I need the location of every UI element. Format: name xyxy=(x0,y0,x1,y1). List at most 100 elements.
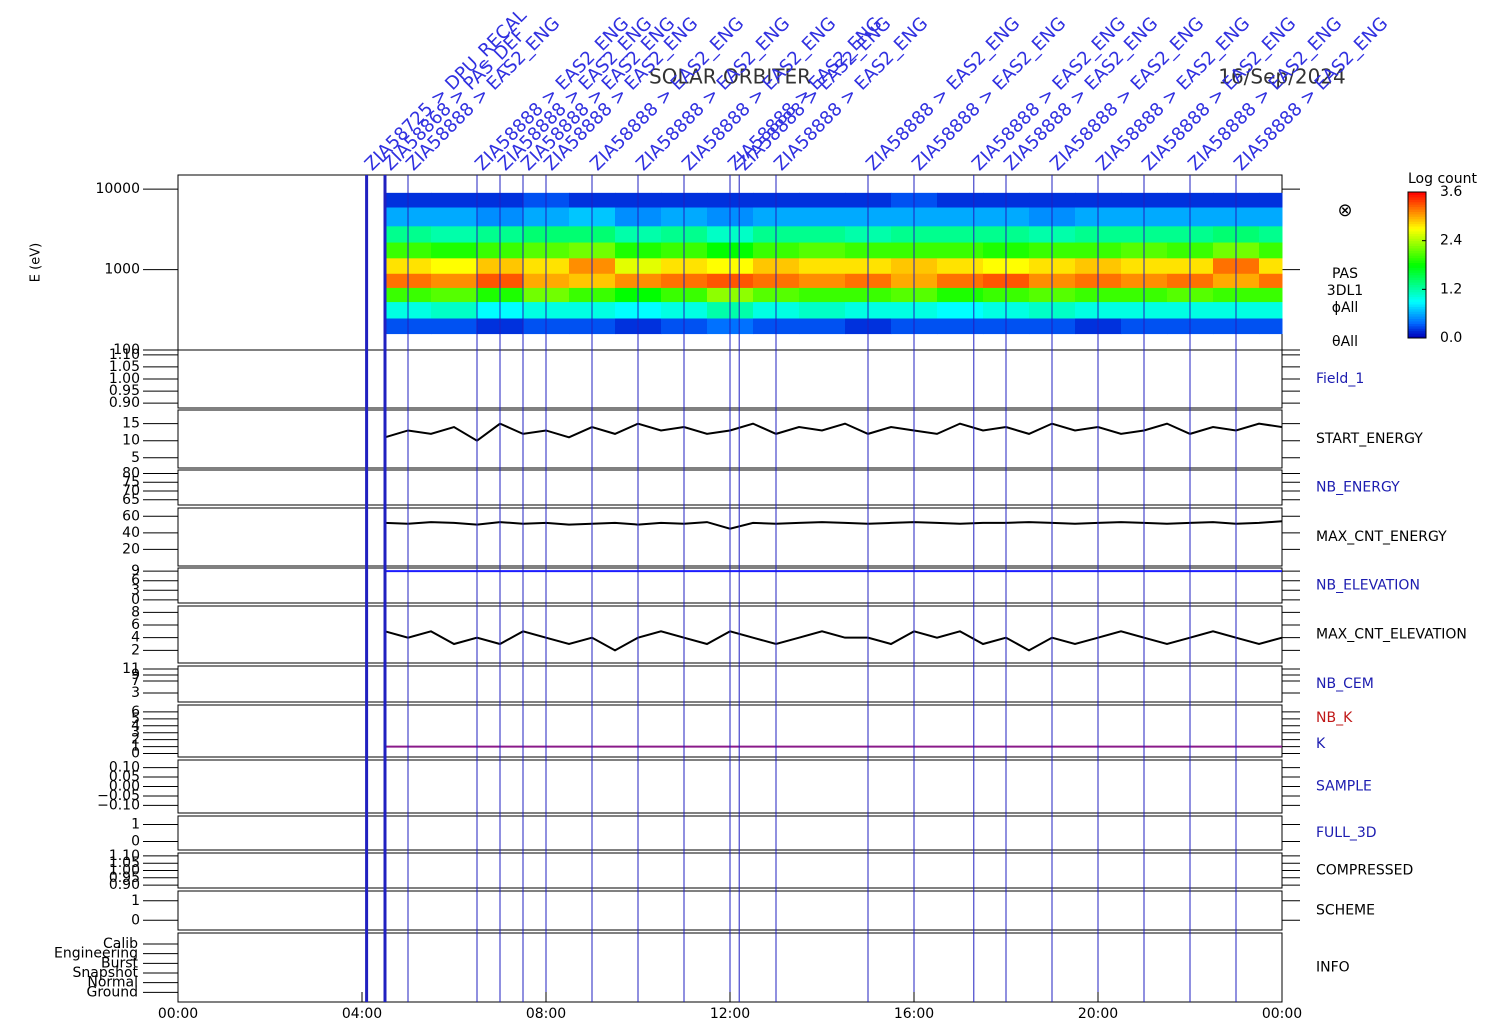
colorbar-step xyxy=(1408,257,1426,261)
colorbar-step xyxy=(1408,330,1426,334)
colorbar-step xyxy=(1408,226,1426,229)
colorbar-step xyxy=(1408,209,1426,212)
spectrogram-cell xyxy=(799,257,846,274)
y-tick-label: 6 xyxy=(131,573,140,589)
panel-label: 3DL1 xyxy=(1327,283,1363,299)
y-tick-label: 3 xyxy=(131,725,140,741)
colorbar-step xyxy=(1408,284,1426,288)
panel-label: FULL_3D xyxy=(1316,825,1377,841)
spectrogram-cell xyxy=(431,192,478,208)
y-tick-label: 1.00 xyxy=(109,863,140,879)
y-tick-label: 2 xyxy=(131,642,140,658)
y-tick-label: 5 xyxy=(131,450,140,466)
panel-label: NB_ENERGY xyxy=(1316,480,1400,496)
date: 16/Sep/2024 xyxy=(1218,65,1346,89)
spectrogram-cell xyxy=(799,192,846,208)
y-tick-label: 1 xyxy=(131,817,140,833)
y-tick-label: 0 xyxy=(131,912,140,928)
spectrogram-cell xyxy=(431,257,478,274)
colorbar-step xyxy=(1408,194,1426,198)
y-tick-label: 1.10 xyxy=(109,347,140,363)
spectrogram-cell xyxy=(1259,287,1283,303)
spectrogram-cell xyxy=(431,225,478,243)
data-line xyxy=(384,422,1283,442)
y-tick-label: 11 xyxy=(122,661,140,677)
colorbar-step xyxy=(1408,211,1426,215)
x-tick-label: 16:00 xyxy=(894,1006,934,1020)
colorbar-step xyxy=(1408,238,1426,242)
spectrogram-cell xyxy=(799,225,846,243)
category-label: Ground xyxy=(87,984,139,1000)
colorbar-step xyxy=(1408,201,1426,205)
colorbar-title: Log count xyxy=(1408,171,1477,187)
spectrogram-cell xyxy=(799,273,846,288)
y-tick-label: 0.90 xyxy=(109,395,140,411)
panel-label: INFO xyxy=(1316,960,1350,976)
spectrogram-cell xyxy=(799,242,846,259)
category-label: Normal xyxy=(87,975,138,991)
spectrogram-cell xyxy=(431,301,478,319)
colorbar-step xyxy=(1408,192,1426,195)
x-tick-label: 12:00 xyxy=(710,1006,750,1020)
y-tick-label: 0 xyxy=(131,746,140,762)
colorbar-step xyxy=(1408,335,1426,339)
y-tick-label: 6 xyxy=(131,704,140,720)
y-tick-label: −0.10 xyxy=(97,797,140,813)
spectrogram-cell xyxy=(799,287,846,303)
colorbar-tick-label: 0.0 xyxy=(1440,330,1462,346)
y-tick-label: 9 xyxy=(131,563,140,579)
panel-label: MAX_CNT_ENERGY xyxy=(1316,529,1447,545)
y-tick-label: 0.10 xyxy=(109,760,140,776)
y-tick-label: 6 xyxy=(131,617,140,633)
y-tick-label: 0.95 xyxy=(109,870,140,886)
spectrogram-cell xyxy=(431,317,478,335)
colorbar-step xyxy=(1408,294,1426,298)
spectrogram-cell xyxy=(1259,192,1283,208)
y-tick-label: 8 xyxy=(131,604,140,620)
y-tick-label: 40 xyxy=(122,525,140,541)
colorbar-step xyxy=(1408,206,1426,210)
colorbar-tick-label: 1.2 xyxy=(1440,281,1462,297)
spectrogram-cell xyxy=(937,225,984,243)
colorbar-step xyxy=(1408,289,1426,293)
spectrogram-cell xyxy=(431,273,478,288)
spectrogram-cell xyxy=(1259,257,1283,274)
colorbar-step xyxy=(1408,233,1426,237)
panel-label: NB_ELEVATION xyxy=(1316,578,1420,594)
category-label: Calib xyxy=(103,936,138,952)
y-tick-label: 65 xyxy=(122,492,140,508)
spectrogram-cell xyxy=(937,287,984,303)
y-tick-label: 1.05 xyxy=(109,359,140,375)
colorbar-step xyxy=(1408,313,1426,317)
y-tick-label: 80 xyxy=(122,466,140,482)
colorbar-tick-label: 2.4 xyxy=(1440,233,1462,249)
y-tick-label: 100 xyxy=(113,342,140,358)
y-tick-label: 0.95 xyxy=(109,383,140,399)
panel-label: SAMPLE xyxy=(1316,779,1372,795)
colorbar-step xyxy=(1408,316,1426,320)
colorbar-step xyxy=(1408,296,1426,300)
panel-label: COMPRESSED xyxy=(1316,863,1413,879)
colorbar-step xyxy=(1408,282,1426,285)
y-tick-label: 20 xyxy=(122,541,140,557)
spectrogram-cell xyxy=(1259,207,1283,227)
y-tick-label: 0 xyxy=(131,834,140,850)
y-tick-label: 1.05 xyxy=(109,855,140,871)
y-tick-label: 15 xyxy=(122,416,140,432)
y-tick-label: 1.00 xyxy=(109,371,140,387)
colorbar-step xyxy=(1408,279,1426,283)
colorbar-step xyxy=(1408,221,1426,225)
y-tick-label: 9 xyxy=(131,667,140,683)
colorbar-step xyxy=(1408,320,1426,324)
panel-label: SCHEME xyxy=(1316,903,1375,919)
panel-label: Field_1 xyxy=(1316,371,1364,387)
panel-label: START_ENERGY xyxy=(1316,431,1423,447)
colorbar-step xyxy=(1408,277,1426,281)
y-tick-label: 0.05 xyxy=(109,769,140,785)
panel-label: MAX_CNT_ELEVATION xyxy=(1316,627,1467,643)
data-line xyxy=(384,520,1283,530)
colorbar-step xyxy=(1408,323,1426,327)
colorbar-step xyxy=(1408,303,1426,307)
colorbar-step xyxy=(1408,228,1426,232)
data-line xyxy=(384,630,1283,652)
